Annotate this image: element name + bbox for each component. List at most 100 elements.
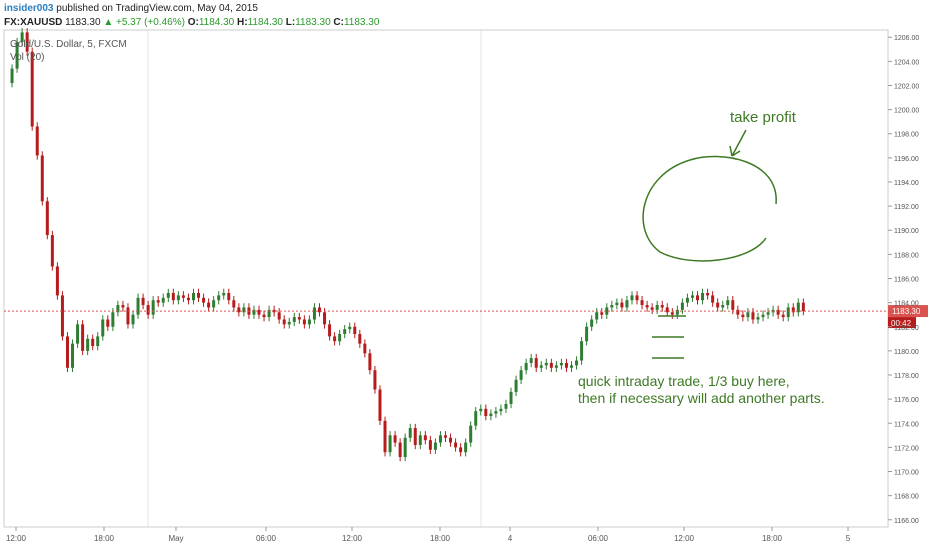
take-profit-note: take profit <box>730 109 796 126</box>
candle-body-149 <box>756 317 760 320</box>
candle-body-88 <box>449 437 453 443</box>
candle-body-26 <box>136 297 140 315</box>
candle-body-144 <box>731 300 735 310</box>
candle-body-49 <box>252 309 256 315</box>
candle-body-58 <box>297 317 301 320</box>
y-tick-label-12: 1190.00 <box>894 228 919 235</box>
candle-body-141 <box>716 302 720 308</box>
candle-body-94 <box>479 408 483 412</box>
candle-body-122 <box>620 302 624 308</box>
candle-body-82 <box>418 435 422 445</box>
candle-body-123 <box>625 300 629 308</box>
chart-grid <box>3 29 889 528</box>
annotations <box>642 129 777 359</box>
y-tick-label-14: 1194.00 <box>894 180 919 187</box>
candle-body-107 <box>544 362 548 366</box>
countdown-tag-bg <box>888 317 916 329</box>
candle-body-10 <box>55 266 59 296</box>
y-tick-label-13: 1192.00 <box>894 204 919 211</box>
chart-title: Gold/U.S. Dollar, 5, FXCM <box>10 39 127 50</box>
candle-body-47 <box>242 307 246 313</box>
candle-body-61 <box>312 307 316 320</box>
candle-body-67 <box>343 329 347 334</box>
candles <box>10 28 805 462</box>
candle-body-153 <box>776 309 780 315</box>
candle-body-108 <box>549 362 553 368</box>
candle-body-69 <box>353 326 357 334</box>
candle-body-96 <box>489 413 493 417</box>
candle-body-20 <box>106 319 110 327</box>
candle-body-81 <box>413 428 417 445</box>
candle-body-139 <box>706 292 710 296</box>
candle-body-100 <box>509 391 513 404</box>
candle-body-134 <box>680 302 684 310</box>
candle-body-125 <box>635 295 639 301</box>
candle-body-60 <box>307 319 311 325</box>
candle-body-25 <box>131 314 135 325</box>
candle-body-6 <box>35 126 39 156</box>
published-text: published on TradingView.com, May 04, 20… <box>56 3 258 14</box>
candle-body-19 <box>101 319 105 337</box>
candle-body-99 <box>504 403 508 409</box>
candle-body-28 <box>146 305 150 315</box>
candle-body-143 <box>726 300 730 306</box>
candle-body-31 <box>161 297 165 303</box>
axes: 1166.00 1168.00 1170.00 1172.00 1174.00 1176.… <box>4 35 919 543</box>
candle-body-15 <box>81 324 85 351</box>
price-tag-value: 1183.30 <box>892 307 921 316</box>
candle-body-129 <box>655 305 659 310</box>
volume-label[interactable]: Vol (20) <box>10 52 45 63</box>
candle-body-106 <box>539 365 543 368</box>
candle-body-43 <box>222 292 226 296</box>
change-text: ▲ +5.37 (+0.46%) <box>103 17 185 28</box>
y-tick-label-1: 1168.00 <box>894 494 919 501</box>
candle-body-13 <box>71 343 75 368</box>
candle-body-130 <box>660 305 664 308</box>
current-price-line: 1183.30 00:42 <box>4 305 928 329</box>
high-value: 1184.30 <box>247 17 283 28</box>
plot-frame <box>3 29 889 528</box>
author-link[interactable]: insider003 <box>4 3 54 14</box>
candle-body-83 <box>423 435 427 441</box>
candle-body-35 <box>181 295 185 298</box>
y-tick-label-8: 1182.00 <box>894 325 919 332</box>
low-label: L: <box>285 17 296 28</box>
symbol-label[interactable]: FX:XAUUSD <box>4 17 63 28</box>
last-price: 1183.30 <box>65 17 101 28</box>
candle-body-151 <box>766 312 770 315</box>
candle-body-38 <box>197 292 201 298</box>
candle-body-138 <box>701 292 705 301</box>
price-tag-bg <box>888 305 928 318</box>
candle-body-124 <box>630 295 634 301</box>
y-tick-label-19: 1204.00 <box>894 59 919 66</box>
candle-body-80 <box>408 428 412 438</box>
take-profit-arrow <box>729 129 747 157</box>
candle-body-132 <box>670 312 674 315</box>
candle-body-63 <box>323 312 327 325</box>
low-value: 1183.30 <box>295 17 331 28</box>
candle-body-17 <box>91 338 95 347</box>
candle-body-102 <box>519 370 523 380</box>
candle-body-127 <box>645 305 649 308</box>
x-tick-label-3: 06:00 <box>256 534 277 543</box>
candle-body-137 <box>696 295 700 301</box>
candle-body-86 <box>438 435 442 443</box>
candle-body-98 <box>499 408 503 412</box>
y-tick-label-7: 1180.00 <box>894 349 919 356</box>
candle-body-1 <box>10 68 14 84</box>
open-label: O: <box>187 17 199 28</box>
candle-body-117 <box>595 312 599 320</box>
candle-body-136 <box>690 295 694 298</box>
y-tick-label-9: 1184.00 <box>894 301 919 308</box>
y-tick-label-2: 1170.00 <box>894 470 919 477</box>
chart-header: insider003 published on TradingView.com,… <box>0 0 932 30</box>
candle-body-3 <box>20 32 24 43</box>
y-tick-label-0: 1166.00 <box>894 518 919 525</box>
candle-body-70 <box>358 333 362 344</box>
candle-body-2 <box>15 42 19 69</box>
candle-body-33 <box>171 292 175 301</box>
candle-body-133 <box>675 309 679 315</box>
y-tick-label-15: 1196.00 <box>894 156 919 163</box>
take-profit-circle <box>642 155 777 262</box>
